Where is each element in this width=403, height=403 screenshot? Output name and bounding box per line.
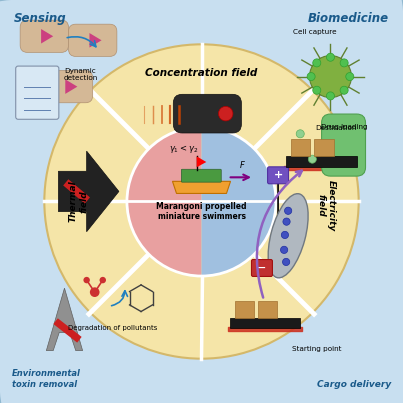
FancyBboxPatch shape: [314, 139, 334, 156]
Circle shape: [90, 287, 100, 297]
Text: Electricity
field: Electricity field: [317, 180, 336, 231]
Polygon shape: [41, 29, 53, 44]
FancyBboxPatch shape: [268, 167, 289, 184]
Ellipse shape: [268, 194, 308, 278]
Text: −: −: [257, 263, 267, 273]
FancyBboxPatch shape: [16, 66, 59, 119]
Circle shape: [340, 86, 348, 94]
Text: Starting point: Starting point: [292, 346, 341, 351]
Circle shape: [280, 246, 288, 253]
Circle shape: [218, 106, 233, 121]
Circle shape: [300, 142, 308, 150]
Text: Drug loading: Drug loading: [321, 124, 368, 130]
Polygon shape: [63, 179, 90, 204]
Text: Biomedicine: Biomedicine: [308, 12, 389, 25]
Circle shape: [281, 231, 289, 239]
Polygon shape: [172, 181, 231, 193]
Polygon shape: [65, 79, 77, 94]
FancyBboxPatch shape: [251, 260, 272, 276]
Wedge shape: [127, 127, 202, 276]
Text: Marangoni propelled
miniature swimmers: Marangoni propelled miniature swimmers: [156, 202, 247, 221]
Polygon shape: [197, 156, 206, 167]
Polygon shape: [53, 318, 82, 343]
Circle shape: [296, 130, 304, 138]
Circle shape: [313, 59, 321, 67]
Text: Cargo delivery: Cargo delivery: [317, 380, 391, 389]
FancyBboxPatch shape: [20, 20, 69, 52]
FancyBboxPatch shape: [173, 94, 241, 133]
Polygon shape: [46, 288, 83, 351]
FancyBboxPatch shape: [322, 114, 366, 176]
Polygon shape: [230, 318, 300, 328]
Circle shape: [346, 73, 354, 81]
Text: Environmental
toxin removal: Environmental toxin removal: [12, 370, 81, 389]
FancyBboxPatch shape: [258, 301, 277, 318]
Circle shape: [283, 258, 290, 266]
Text: Thermal
field: Thermal field: [69, 181, 88, 222]
Text: +: +: [274, 170, 283, 180]
Circle shape: [285, 207, 292, 214]
Text: Cell capture: Cell capture: [293, 29, 336, 35]
Circle shape: [44, 44, 359, 359]
Text: $\gamma_1 < \gamma_2$: $\gamma_1 < \gamma_2$: [169, 143, 198, 155]
Text: Destination: Destination: [315, 125, 357, 131]
Circle shape: [308, 155, 316, 163]
Text: Sensing: Sensing: [14, 12, 67, 25]
FancyBboxPatch shape: [181, 169, 221, 182]
FancyBboxPatch shape: [291, 139, 310, 156]
Circle shape: [83, 277, 90, 283]
Polygon shape: [89, 33, 102, 48]
Text: Dynamic
detection: Dynamic detection: [64, 68, 98, 81]
Circle shape: [310, 56, 351, 98]
FancyBboxPatch shape: [69, 24, 117, 56]
Circle shape: [307, 73, 315, 81]
Circle shape: [100, 277, 106, 283]
Circle shape: [283, 218, 290, 225]
Text: Degradation of pollutants: Degradation of pollutants: [68, 326, 158, 331]
Polygon shape: [58, 151, 119, 232]
FancyBboxPatch shape: [44, 71, 93, 103]
Circle shape: [326, 92, 334, 100]
Wedge shape: [202, 127, 276, 276]
Circle shape: [326, 53, 334, 61]
Text: F: F: [239, 161, 244, 170]
Text: Concentration field: Concentration field: [145, 68, 258, 77]
FancyBboxPatch shape: [235, 301, 254, 318]
Circle shape: [313, 86, 321, 94]
Polygon shape: [286, 156, 357, 167]
Circle shape: [340, 59, 348, 67]
